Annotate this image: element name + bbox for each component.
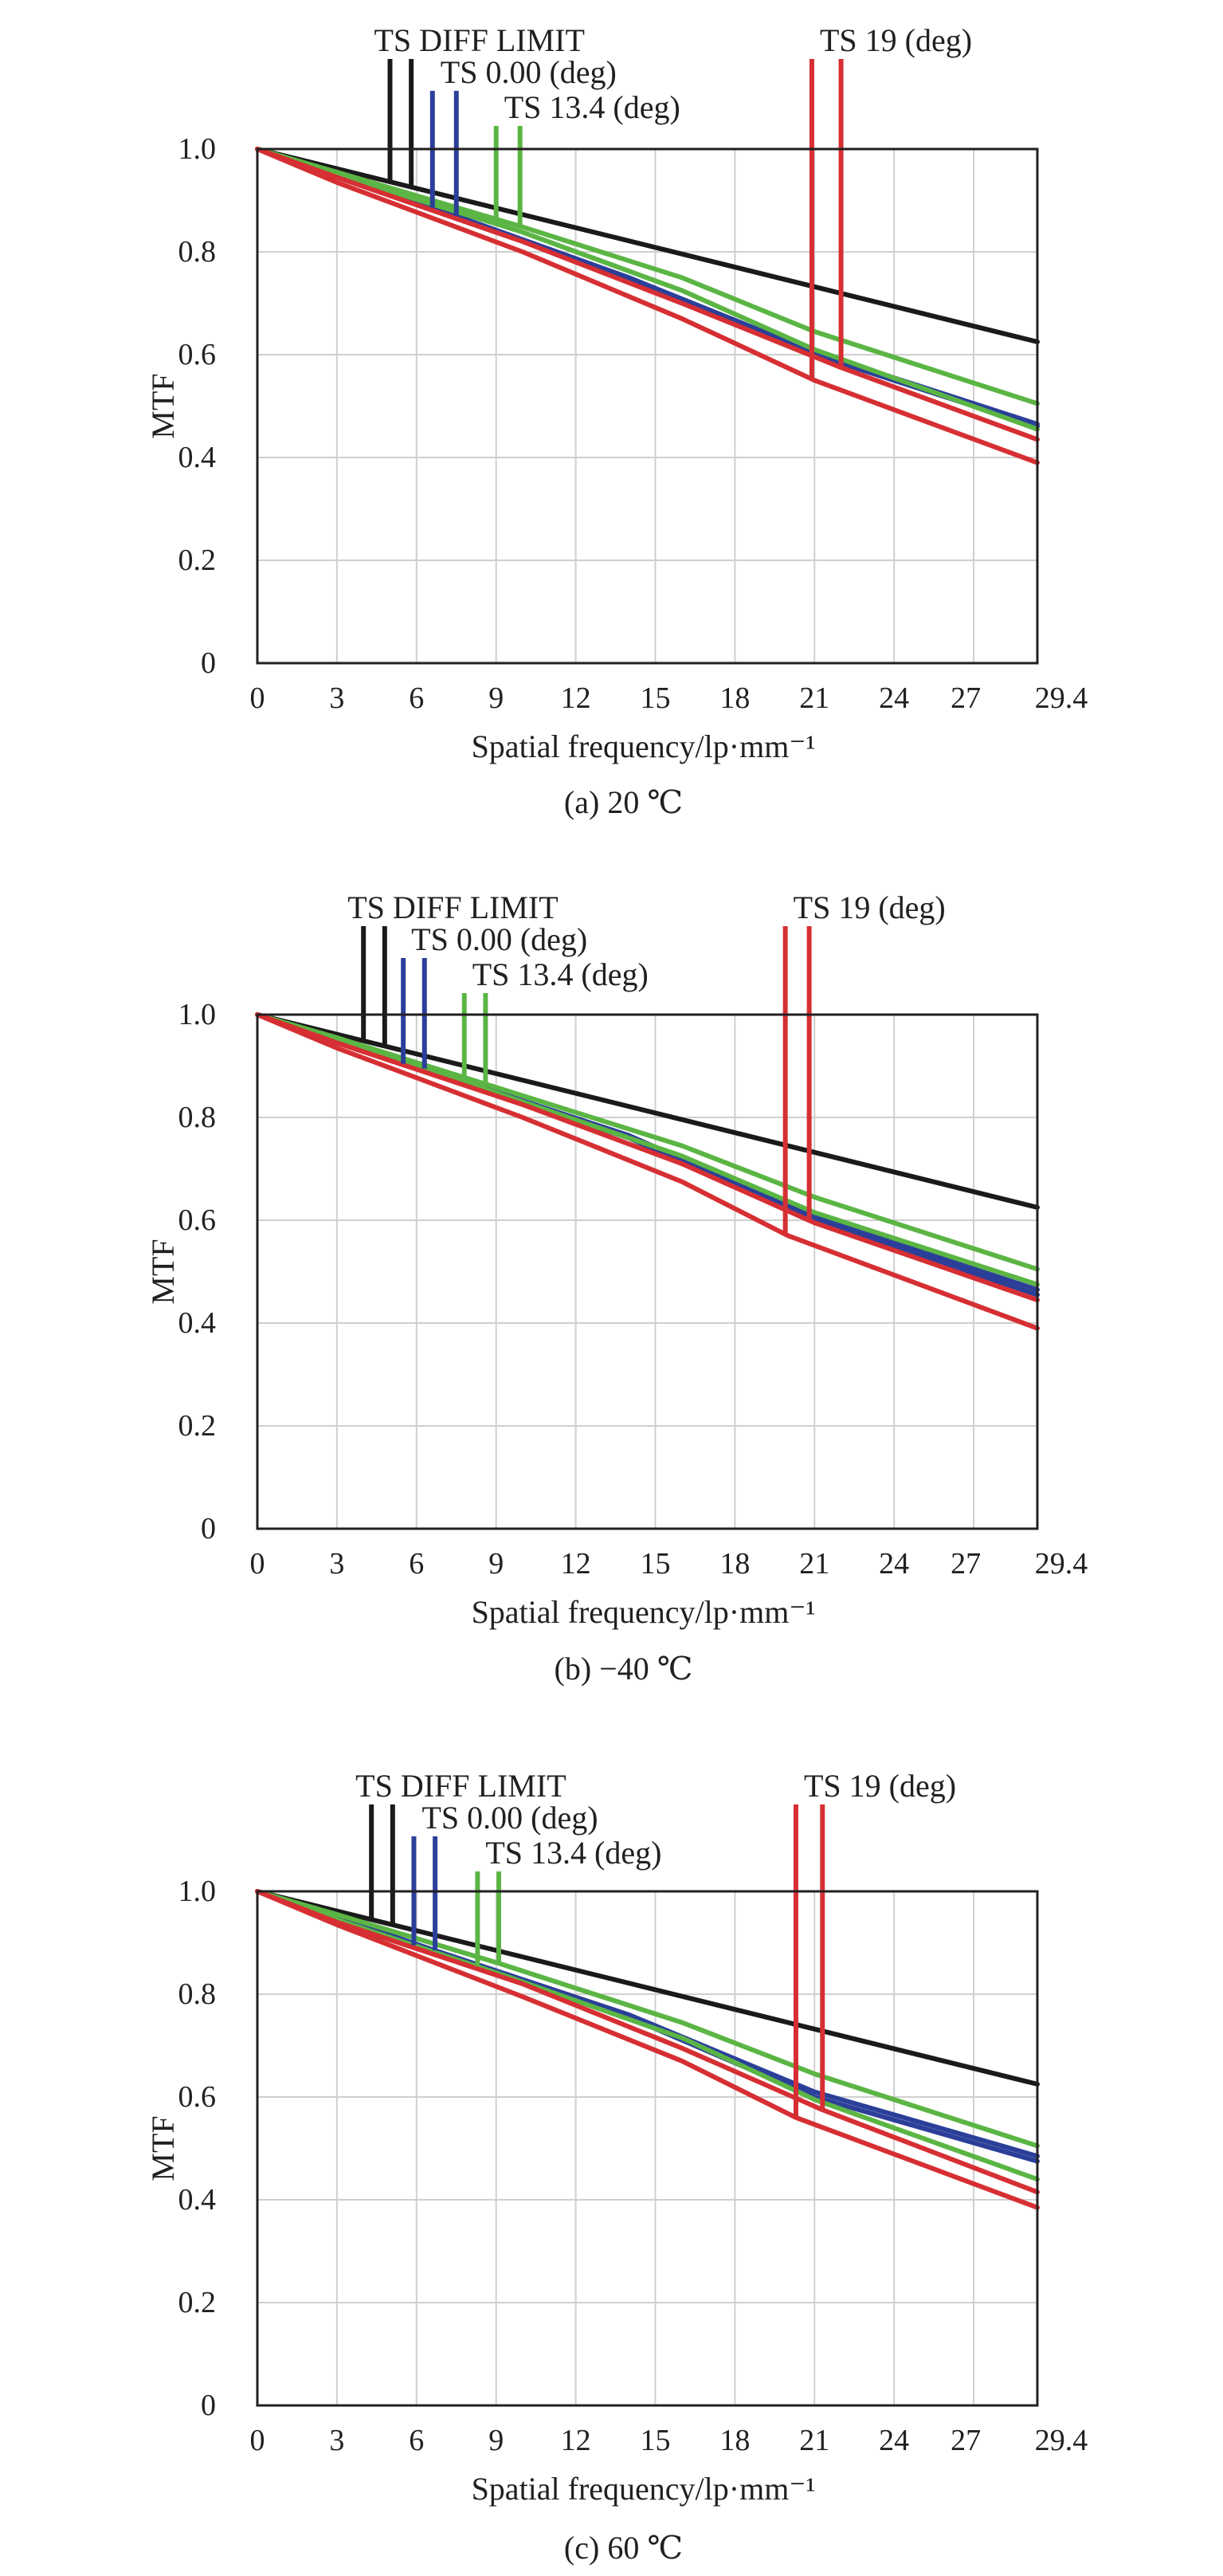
series-line-ts-19: [255, 147, 1040, 442]
series-line-ts-19: [255, 1012, 1040, 1302]
legend-label-ts-13-4: TS 13.4 (deg): [485, 1835, 661, 1871]
x-tick-label: 9: [488, 681, 504, 715]
x-tick-label: 24: [879, 681, 909, 715]
x-tick-label: 9: [488, 1547, 504, 1581]
x-axis-title: Spatial frequency/lp·mm⁻¹: [472, 728, 816, 764]
series-line-ts-19: [255, 147, 1040, 465]
y-tick-label: 1.0: [178, 998, 217, 1031]
legend-label-diff-limit: TS DIFF LIMIT: [374, 22, 584, 58]
legend-label-ts-13-4: TS 13.4 (deg): [504, 89, 680, 125]
x-tick-label: 21: [799, 1547, 829, 1581]
plot-frame: [256, 147, 1039, 665]
plot-frame: [256, 1890, 1039, 2407]
y-tick-label: 0.4: [178, 1306, 217, 1340]
x-tick-label: 21: [799, 681, 829, 715]
series-line-diff-limit: [255, 147, 1040, 344]
y-tick-label: 0.8: [178, 235, 217, 269]
x-tick-label: 27: [951, 2424, 981, 2457]
y-tick-label: 0.6: [178, 1204, 217, 1237]
legend-label-diff-limit: TS DIFF LIMIT: [347, 889, 558, 925]
x-tick-label: 15: [640, 681, 670, 715]
series-line-diff-limit: [255, 1012, 1040, 1210]
x-tick-label: 29.4: [1035, 2424, 1088, 2457]
x-tick-label: 18: [719, 1547, 750, 1581]
y-tick-label: 0.2: [178, 1409, 217, 1443]
x-tick-label: 18: [719, 681, 750, 715]
y-tick-label: 0.8: [178, 1101, 217, 1134]
x-tick-label: 21: [799, 2424, 829, 2457]
legend-label-ts-19: TS 19 (deg): [820, 22, 972, 58]
x-tick-label: 6: [409, 2424, 424, 2457]
legend-label-ts-19: TS 19 (deg): [794, 889, 946, 925]
y-tick-label: 0.6: [178, 2080, 217, 2114]
x-axis-title: Spatial frequency/lp·mm⁻¹: [472, 1594, 816, 1630]
series-line-ts-19: [255, 1012, 1040, 1331]
series-line-diff-limit: [255, 1889, 1040, 2087]
legend-label-ts-19: TS 19 (deg): [804, 1768, 956, 1804]
plot-frame: [256, 1013, 1039, 1530]
x-tick-label: 3: [329, 681, 344, 715]
x-tick-label: 12: [561, 1547, 591, 1581]
x-tick-label: 6: [409, 1547, 424, 1581]
x-tick-label: 0: [250, 2424, 265, 2457]
x-tick-label: 27: [951, 681, 981, 715]
x-tick-label: 18: [719, 2424, 750, 2457]
x-tick-label: 27: [951, 1547, 981, 1581]
y-tick-label: 0.8: [178, 1977, 217, 2011]
series-line-ts-19: [255, 1889, 1040, 2195]
y-tick-label: 0: [201, 2389, 216, 2422]
series-line-ts-19: [255, 1889, 1040, 2210]
y-axis-title: MTF: [145, 2115, 181, 2181]
panel-caption: (a) 20 ℃: [564, 784, 683, 820]
y-tick-label: 1.0: [178, 132, 217, 166]
y-tick-label: 0.4: [178, 441, 217, 474]
legend-label-ts-0: TS 0.00 (deg): [441, 54, 617, 90]
y-tick-label: 0.2: [178, 544, 217, 577]
x-tick-label: 0: [250, 681, 265, 715]
x-tick-label: 29.4: [1035, 1547, 1088, 1581]
x-tick-label: 12: [561, 681, 591, 715]
x-tick-label: 24: [879, 2424, 909, 2457]
legend-label-diff-limit: TS DIFF LIMIT: [355, 1768, 566, 1804]
x-tick-label: 3: [329, 1547, 344, 1581]
y-axis-title: MTF: [145, 1239, 181, 1304]
x-tick-label: 15: [640, 2424, 670, 2457]
x-tick-label: 12: [561, 2424, 591, 2457]
panel-caption: (b) −40 ℃: [555, 1651, 693, 1687]
y-tick-label: 0: [201, 646, 216, 680]
x-tick-label: 3: [329, 2424, 344, 2457]
x-tick-label: 6: [409, 681, 424, 715]
y-tick-label: 0.6: [178, 338, 217, 371]
x-tick-label: 9: [488, 2424, 504, 2457]
y-tick-label: 0.4: [178, 2183, 217, 2217]
y-tick-label: 0.2: [178, 2286, 217, 2319]
x-tick-label: 15: [640, 1547, 670, 1581]
series-line-ts-13-4: [255, 1889, 1040, 2149]
x-axis-title: Spatial frequency/lp·mm⁻¹: [472, 2471, 816, 2507]
x-tick-label: 24: [879, 1547, 909, 1581]
y-tick-label: 1.0: [178, 1875, 217, 1908]
legend-label-ts-13-4: TS 13.4 (deg): [472, 956, 649, 992]
y-axis-title: MTF: [145, 373, 181, 438]
y-tick-label: 0: [201, 1512, 216, 1545]
panel-caption: (c) 60 ℃: [564, 2530, 683, 2566]
x-tick-label: 0: [250, 1547, 265, 1581]
x-tick-label: 29.4: [1035, 681, 1088, 715]
legend-label-ts-0: TS 0.00 (deg): [421, 1800, 598, 1836]
legend-label-ts-0: TS 0.00 (deg): [411, 921, 587, 957]
